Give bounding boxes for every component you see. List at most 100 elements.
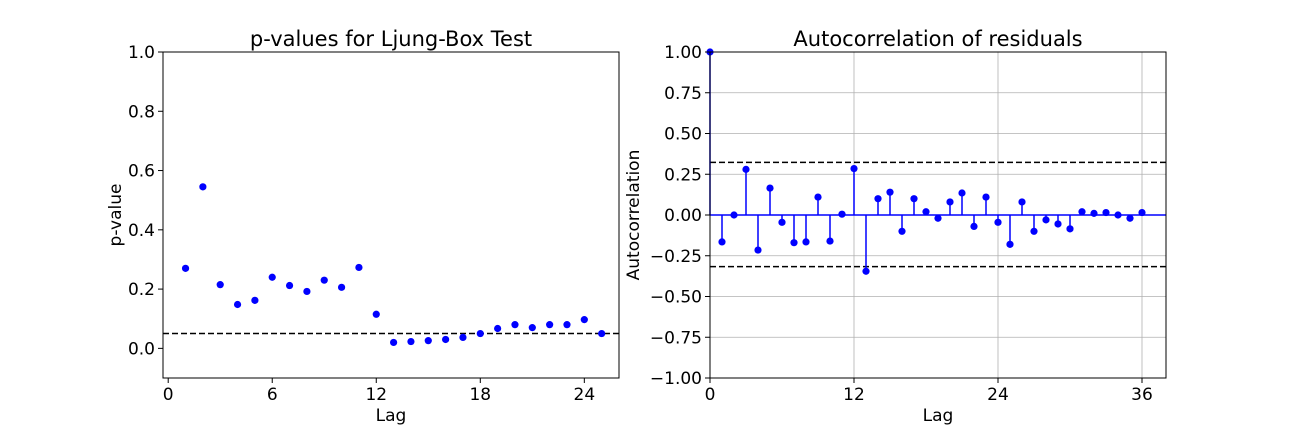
- acf-y-tick-label-4: 0.00: [664, 206, 702, 226]
- acf-marker-26: [1018, 198, 1026, 206]
- ljung-box-point-12: [390, 338, 398, 347]
- ljung-box-point-16: [459, 333, 467, 341]
- acf-marker-12: [850, 164, 858, 173]
- acf-marker-35: [1126, 214, 1134, 222]
- acf-marker-21: [958, 189, 966, 197]
- ljung-box-point-24: [598, 329, 606, 338]
- ljung-box-point-22: [563, 321, 571, 329]
- acf-marker-13: [862, 267, 870, 275]
- ljung-box-y-tick-label-4: 0.8: [128, 102, 155, 122]
- ljung-box-point-4: [251, 296, 259, 304]
- ljung-box-point-2: [216, 281, 224, 289]
- ljung-box-points: [181, 183, 606, 347]
- acf-x-ticks: 0 12 24 36: [705, 378, 1153, 405]
- ljung-box-point-17: [476, 329, 484, 338]
- acf-marker-25: [1006, 240, 1014, 248]
- ljung-box-point-1: [199, 183, 207, 191]
- acf-marker-18: [922, 208, 930, 216]
- acf-x-tick-label-3: 36: [1131, 385, 1153, 405]
- ljung-box-point-15: [442, 335, 450, 344]
- acf-y-tick-label-8: −1.00: [650, 369, 702, 389]
- acf-marker-10: [826, 237, 834, 245]
- acf-marker-15: [886, 188, 894, 196]
- ljung-box-point-20: [528, 324, 536, 332]
- acf-marker-14: [874, 195, 882, 203]
- ljung-box-point-6: [285, 281, 294, 290]
- ljung-box-x-tick-label-0: 0: [163, 385, 174, 405]
- acf-marker-11: [838, 210, 846, 218]
- acf-y-tick-label-0: 1.00: [664, 43, 702, 63]
- acf-y-tick-label-7: −0.75: [650, 328, 702, 348]
- ljung-box-y-tick-label-5: 1.0: [128, 43, 155, 63]
- acf-marker-36: [1138, 208, 1146, 217]
- acf-x-label: Lag: [923, 406, 954, 426]
- acf-y-label: Autocorrelation: [624, 150, 644, 281]
- ljung-box-point-10: [355, 263, 363, 272]
- ljung-box-x-tick-label-1: 6: [267, 385, 278, 405]
- acf-marker-28: [1042, 216, 1050, 224]
- ljung-box-y-tick-label-1: 0.2: [128, 280, 155, 300]
- acf-confidence-bounds: [710, 161, 1166, 268]
- ljung-box-x-tick-label-4: 24: [574, 385, 596, 405]
- ljung-box-y-label: p-value: [106, 184, 126, 247]
- acf-marker-4: [754, 246, 762, 254]
- acf-y-tick-label-3: 0.25: [664, 165, 702, 185]
- ljung-box-point-19: [511, 321, 519, 329]
- ljung-box-point-18: [494, 324, 502, 333]
- ljung-box-point-21: [546, 321, 554, 329]
- ljung-box-axes-frame: [162, 51, 620, 379]
- acf-y-tick-label-6: −0.50: [650, 288, 702, 308]
- ljung-box-point-14: [424, 337, 432, 345]
- acf-marker-7: [790, 239, 798, 247]
- acf-marker-31: [1078, 208, 1086, 216]
- ljung-box-y-tick-label-3: 0.6: [128, 162, 155, 182]
- acf-x-tick-label-0: 0: [705, 385, 716, 405]
- acf-marker-8: [802, 238, 810, 246]
- acf-marker-19: [934, 214, 942, 222]
- acf-marker-1: [718, 238, 726, 246]
- ljung-box-point-9: [337, 283, 346, 291]
- ljung-box-point-13: [407, 337, 415, 346]
- ljung-box-x-tick-label-3: 18: [469, 385, 491, 405]
- ljung-box-point-23: [580, 316, 588, 324]
- ljung-box-panel: p-values for Ljung-Box Test 0 6 12 18 24 0.0…: [106, 27, 620, 426]
- acf-marker-24: [994, 218, 1002, 226]
- acf-marker-2: [730, 211, 738, 219]
- ljung-box-x-ticks: 0 6 12 18 24: [163, 378, 595, 405]
- ljung-box-y-tick-label-2: 0.4: [128, 221, 155, 241]
- acf-marker-23: [982, 193, 990, 201]
- acf-marker-32: [1090, 209, 1098, 217]
- acf-y-tick-label-2: 0.50: [664, 125, 702, 145]
- acf-title: Autocorrelation of residuals: [793, 27, 1082, 51]
- acf-marker-16: [898, 227, 906, 235]
- acf-marker-5: [766, 184, 774, 192]
- acf-marker-9: [814, 193, 822, 201]
- acf-y-tick-label-5: −0.25: [650, 247, 702, 267]
- acf-marker-3: [742, 165, 750, 173]
- acf-marker-6: [778, 218, 786, 226]
- acf-x-tick-label-2: 24: [987, 385, 1009, 405]
- acf-marker-29: [1054, 220, 1062, 228]
- ljung-box-y-tick-label-0: 0.0: [128, 339, 155, 359]
- ljung-box-point-8: [320, 276, 328, 284]
- acf-x-tick-label-1: 12: [843, 385, 865, 405]
- acf-marker-33: [1102, 208, 1110, 217]
- ljung-box-point-5: [268, 273, 276, 281]
- acf-marker-30: [1066, 225, 1074, 233]
- acf-marker-20: [946, 198, 954, 206]
- ljung-box-y-ticks: 0.0 0.2 0.4 0.6 0.8 1.0: [128, 43, 163, 359]
- ljung-box-point-0: [181, 264, 190, 272]
- acf-y-ticks: 1.00 0.75 0.50 0.25 0.00 −0.25 −0.50 −0.75 −1.00: [650, 43, 710, 389]
- ljung-box-x-tick-label-2: 12: [365, 385, 387, 405]
- acf-marker-34: [1114, 211, 1122, 219]
- ljung-box-x-label: Lag: [376, 406, 407, 426]
- acf-marker-17: [910, 195, 918, 203]
- ljung-box-title: p-values for Ljung-Box Test: [250, 27, 532, 51]
- ljung-box-point-7: [303, 287, 311, 296]
- acf-y-tick-label-1: 0.75: [664, 84, 702, 104]
- acf-panel: Autocorrelation of residuals 0 12 24 36 1.0…: [624, 27, 1167, 426]
- ljung-box-point-11: [372, 310, 380, 318]
- acf-marker-27: [1030, 227, 1038, 235]
- acf-marker-22: [970, 222, 978, 231]
